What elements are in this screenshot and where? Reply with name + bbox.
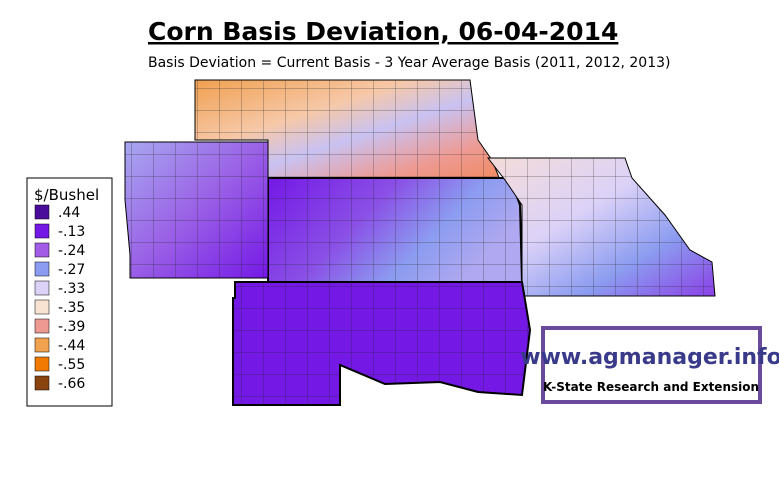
title: Corn Basis Deviation, 06-04-2014 [148, 17, 618, 46]
legend-title: $/Bushel [34, 186, 99, 204]
legend-swatch [34, 261, 50, 277]
legend-label: -.33 [58, 281, 85, 297]
legend-label: -.13 [58, 224, 85, 240]
legend-label: -.24 [58, 243, 85, 259]
map [124, 79, 716, 406]
legend-swatch [34, 280, 50, 296]
county-lines [125, 80, 715, 405]
legend-label: -.35 [58, 300, 85, 316]
legend-swatch [34, 242, 50, 258]
legend-swatch [34, 337, 50, 353]
legend-label: .44 [58, 205, 80, 221]
legend-swatch [34, 299, 50, 315]
legend-label: -.39 [58, 319, 85, 335]
legend-label: -.44 [58, 338, 85, 354]
logo-box [541, 326, 762, 404]
legend-label: -.27 [58, 262, 85, 278]
logo-org: K-State Research and Extension [543, 380, 759, 394]
legend-items: .44 -.13 -.24 -.27 -.33 -.35 -.39 -.44 -.55 -.66 [34, 204, 85, 392]
legend-swatch [34, 375, 50, 391]
legend-label: -.55 [58, 357, 85, 373]
logo-url: www.agmanager.info [520, 345, 779, 370]
legend-swatch [34, 223, 50, 239]
legend-label: -.66 [58, 376, 85, 392]
legend-swatch [34, 318, 50, 334]
legend-swatch [34, 356, 50, 372]
subtitle: Basis Deviation = Current Basis - 3 Year… [148, 55, 670, 71]
legend-swatch [34, 204, 50, 220]
